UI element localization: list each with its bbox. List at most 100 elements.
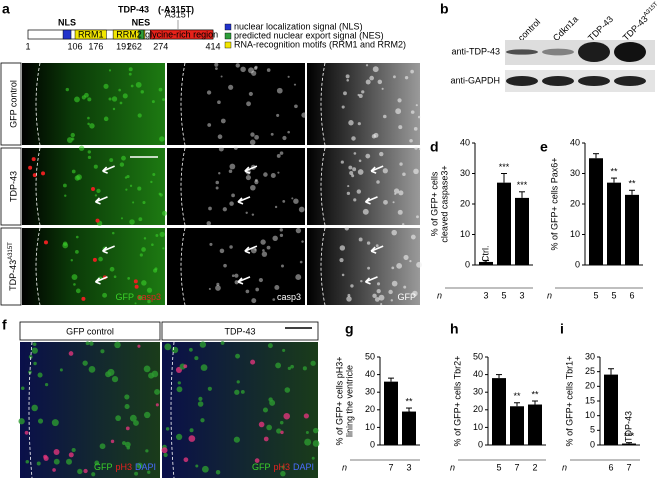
row-label-sup: A315T — [8, 242, 14, 260]
cell — [32, 342, 37, 347]
y-tick-label: 0 — [370, 439, 375, 449]
cell — [87, 97, 92, 102]
cell — [215, 469, 221, 475]
y-tick-label: 0 — [575, 259, 580, 269]
y-tick-label: 20 — [585, 381, 595, 391]
cell — [382, 168, 388, 174]
cell — [274, 205, 278, 209]
cell — [248, 91, 253, 97]
cell — [31, 347, 38, 354]
cell — [301, 112, 307, 118]
cell — [258, 421, 265, 428]
y-tick-label: 30 — [460, 168, 470, 178]
category-label: Ctrl. — [493, 426, 503, 443]
legend-swatch — [224, 23, 232, 31]
cell — [66, 458, 72, 465]
cell — [164, 343, 172, 351]
cell — [87, 155, 92, 160]
cell — [91, 187, 96, 192]
stain-name: pH3 — [273, 462, 290, 472]
cell — [24, 430, 29, 435]
arrow — [237, 276, 251, 285]
cell — [395, 108, 402, 115]
cell — [280, 430, 284, 435]
cell — [340, 160, 344, 164]
stain-name: GFP — [252, 462, 271, 472]
stain-name: DAPI — [135, 462, 156, 472]
cell — [240, 389, 245, 394]
cell — [87, 116, 90, 120]
cell — [390, 299, 393, 302]
panel-letter: f — [2, 317, 7, 333]
cell — [199, 341, 207, 348]
cell — [416, 261, 423, 268]
cell — [261, 251, 268, 257]
cell — [219, 248, 225, 254]
cell — [140, 90, 144, 94]
cell — [154, 388, 160, 395]
cell — [276, 428, 282, 434]
cell — [137, 344, 141, 348]
y-tick-label: 10 — [473, 422, 483, 432]
cell — [376, 282, 381, 286]
bar — [604, 374, 618, 445]
cell — [276, 154, 281, 158]
y-tick-label: 30 — [570, 168, 580, 178]
significance: ** — [531, 389, 539, 399]
bar — [528, 404, 542, 445]
cell — [41, 171, 46, 176]
cell — [311, 456, 315, 460]
category-label: TDP-43 — [608, 231, 618, 262]
cell — [95, 218, 100, 223]
ventricle-line — [35, 147, 41, 226]
legend-swatch — [224, 41, 232, 49]
cell — [378, 294, 385, 301]
arrow — [370, 245, 384, 254]
cell — [254, 180, 259, 185]
cell — [189, 428, 194, 433]
ventricle-line — [320, 147, 326, 226]
cell — [245, 289, 250, 294]
cell — [215, 180, 220, 185]
cell — [234, 273, 239, 278]
cell — [391, 280, 398, 287]
cell — [137, 113, 142, 118]
cell — [132, 201, 135, 204]
cell — [129, 184, 133, 188]
cell — [107, 368, 115, 376]
cell — [74, 96, 80, 103]
cell — [263, 436, 269, 442]
cell — [139, 253, 143, 257]
cell — [367, 266, 371, 270]
cell — [240, 66, 246, 73]
cell — [254, 134, 259, 140]
n-label: n — [547, 290, 552, 300]
cell — [301, 240, 304, 243]
row-label: TDP-43 — [8, 171, 18, 202]
cell — [228, 169, 233, 173]
cell — [399, 162, 403, 166]
cell — [254, 248, 257, 251]
cell — [312, 440, 320, 447]
cell — [358, 93, 363, 98]
cell — [188, 347, 193, 352]
cell — [148, 372, 155, 379]
cell — [254, 458, 260, 463]
cell — [402, 172, 406, 177]
cell — [347, 293, 351, 297]
y-axis-label: lining the ventricle — [344, 365, 354, 437]
cell — [32, 173, 37, 178]
cell — [295, 274, 302, 281]
cell — [126, 174, 130, 179]
cell — [302, 366, 307, 371]
cell — [124, 394, 130, 400]
cell — [277, 171, 280, 174]
n-value: 3 — [519, 290, 524, 300]
category-label: A315T — [516, 235, 526, 262]
cell — [71, 169, 76, 174]
category-label: TDP-43 — [403, 411, 413, 442]
n-value: 3 — [483, 290, 488, 300]
y-tick-label: 40 — [460, 137, 470, 147]
cell — [250, 359, 256, 365]
cell — [85, 341, 90, 346]
